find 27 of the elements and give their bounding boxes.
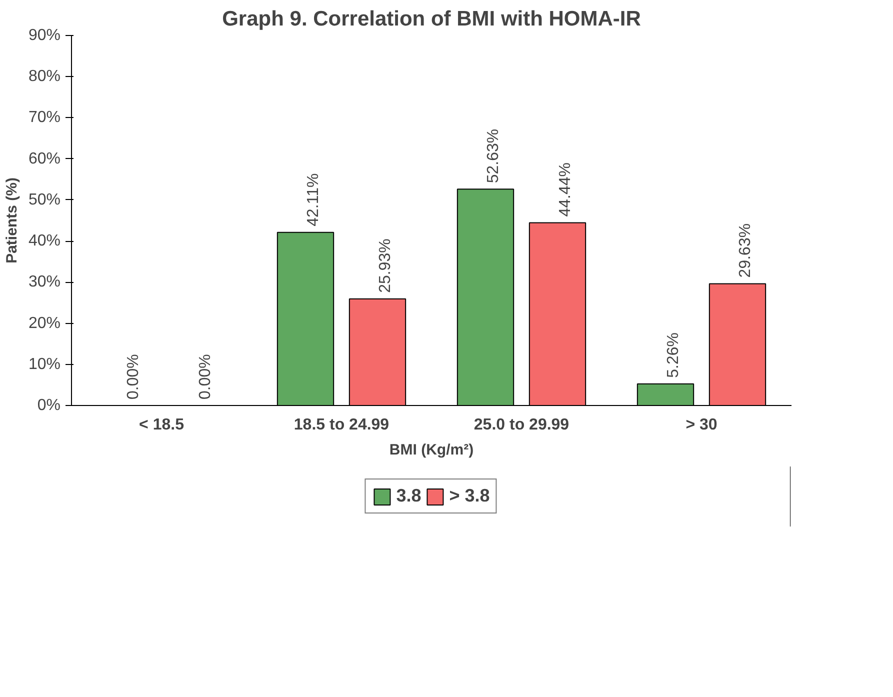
y-tick-label: 10%: [28, 356, 61, 373]
x-tick-label: > 30: [686, 416, 718, 434]
y-tick-label: 20%: [28, 314, 61, 332]
y-axis-title: Patients (%): [3, 178, 20, 264]
chart-title: Graph 9. Correlation of BMI with HOMA-IR: [222, 8, 641, 30]
y-tick-label: 50%: [28, 191, 61, 208]
x-tick-label: 18.5 to 24.99: [294, 416, 390, 434]
y-tick-label: 70%: [28, 109, 61, 126]
data-label: 0.00%: [125, 354, 142, 400]
data-label: 0.00%: [197, 354, 214, 400]
y-tick-label: 60%: [28, 150, 61, 168]
data-label: 42.11%: [305, 173, 322, 226]
data-label: 5.26%: [665, 332, 682, 378]
legend-label: 3.8: [396, 486, 422, 506]
x-tick-label: 25.0 to 29.99: [474, 416, 570, 434]
y-tick-label: 40%: [28, 232, 61, 250]
legend-label: > 3.8: [449, 486, 490, 506]
data-label: 25.93%: [377, 238, 394, 293]
x-axis-title: BMI (Kg/m²): [389, 442, 474, 458]
y-tick-label: 80%: [28, 68, 61, 86]
y-tick-label: 30%: [28, 274, 61, 291]
data-label: 44.44%: [557, 162, 574, 217]
data-label: 29.63%: [737, 223, 754, 278]
data-label: 52.63%: [485, 128, 502, 184]
y-tick-label: 90%: [28, 27, 61, 44]
x-tick-label: < 18.5: [139, 416, 184, 434]
y-tick-label: 0%: [37, 397, 60, 414]
